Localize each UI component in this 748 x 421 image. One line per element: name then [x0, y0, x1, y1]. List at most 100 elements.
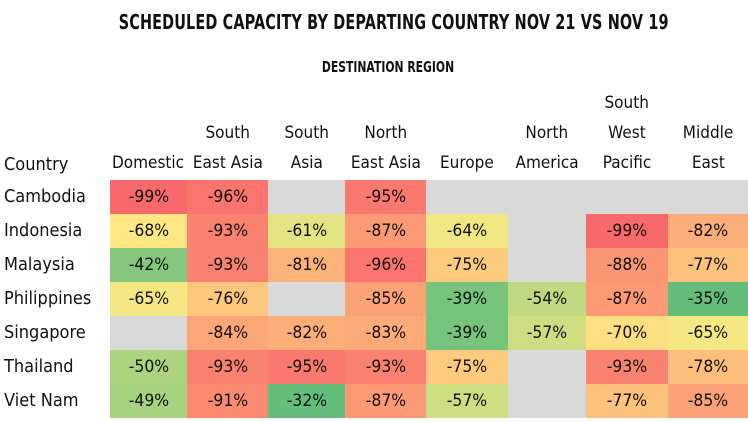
cell-value-label: -76%: [207, 289, 248, 309]
row-label: Thailand: [4, 356, 74, 377]
heatmap-cell: [508, 180, 586, 214]
cell-value-label: -49%: [128, 391, 169, 411]
cell-value-label: -87%: [606, 289, 648, 309]
heatmap-cell: -49%: [110, 384, 187, 418]
heatmap-cell: -57%: [426, 384, 508, 418]
heatmap-cell: -87%: [586, 282, 668, 316]
heatmap-cell: -70%: [586, 316, 668, 350]
cell-value-label: -42%: [128, 255, 169, 275]
heatmap-cell: -83%: [345, 316, 426, 350]
cell-value-label: -65%: [687, 323, 729, 343]
heatmap-cell: [426, 180, 508, 214]
row-label: Indonesia: [4, 220, 83, 241]
heatmap-cell: [110, 316, 187, 350]
cell-value-label: -87%: [365, 221, 406, 241]
heatmap-cell: -93%: [187, 214, 268, 248]
row-label: Viet Nam: [4, 390, 79, 411]
column-header-line: West: [608, 123, 646, 143]
cell-value-label: -82%: [286, 323, 327, 343]
heatmap-cell: [508, 214, 586, 248]
heatmap-cell: -35%: [668, 282, 748, 316]
cell-value-label: -75%: [446, 255, 488, 275]
heatmap-cell: -75%: [426, 248, 508, 282]
row-label: Philippines: [4, 288, 92, 309]
heatmap-cell: -42%: [110, 248, 187, 282]
chart-title: SCHEDULED CAPACITY BY DEPARTING COUNTRY …: [118, 10, 669, 34]
row-label: Cambodia: [4, 186, 86, 207]
cell-value-label: -78%: [687, 357, 729, 377]
heatmap-cell: -88%: [586, 248, 668, 282]
column-header-line: East Asia: [350, 153, 421, 173]
heatmap-cell: -32%: [268, 384, 345, 418]
heatmap-cell: -54%: [508, 282, 586, 316]
heatmap-cell: -78%: [668, 350, 748, 384]
heatmap-cell: -93%: [187, 248, 268, 282]
heatmap-cell: -93%: [187, 350, 268, 384]
row-label: Singapore: [4, 322, 86, 343]
cell-value-label: -93%: [207, 255, 248, 275]
cell-value-label: -84%: [207, 323, 248, 343]
column-header-line: America: [515, 153, 579, 173]
cell-value-label: -96%: [207, 187, 248, 207]
cell-value-label: -35%: [687, 289, 729, 309]
cell-value-label: -93%: [606, 357, 648, 377]
column-header-line: Middle: [682, 123, 734, 143]
column-header-line: Europe: [440, 153, 494, 173]
column-header: Domestic: [110, 88, 187, 180]
cell-value-label: -64%: [446, 221, 488, 241]
heatmap-cell: [268, 282, 345, 316]
heatmap-cell: [268, 180, 345, 214]
cell-value-label: -83%: [365, 323, 406, 343]
heatmap-cell: -39%: [426, 282, 508, 316]
column-header: South West Pacific: [586, 88, 668, 180]
heatmap-cell: -99%: [110, 180, 187, 214]
column-header-line: Pacific: [602, 153, 652, 173]
cell-value-label: -39%: [446, 289, 488, 309]
column-header-line: East Asia: [192, 153, 263, 173]
chart-subtitle: DESTINATION REGION: [321, 58, 455, 76]
cell-value-label: -93%: [207, 357, 248, 377]
column-header-line: South: [284, 123, 329, 143]
heatmap-cell: -85%: [345, 282, 426, 316]
cell-value-label: -32%: [286, 391, 327, 411]
column-header: South Asia: [268, 88, 345, 180]
cell-value-label: -70%: [606, 323, 648, 343]
heatmap-cell: -50%: [110, 350, 187, 384]
heatmap-cell: -82%: [668, 214, 748, 248]
heatmap-cell: -75%: [426, 350, 508, 384]
heatmap-cell: -65%: [668, 316, 748, 350]
heatmap-cell: [586, 180, 668, 214]
cell-value-label: -54%: [526, 289, 568, 309]
heatmap-cell: -87%: [345, 214, 426, 248]
cell-value-label: -93%: [207, 221, 248, 241]
heatmap-cell: -81%: [268, 248, 345, 282]
heatmap-cell: -87%: [345, 384, 426, 418]
cell-value-label: -57%: [526, 323, 568, 343]
heatmap-cell: -68%: [110, 214, 187, 248]
cell-value-label: -95%: [286, 357, 327, 377]
cell-value-label: -96%: [365, 255, 406, 275]
cell-value-label: -77%: [606, 391, 648, 411]
cell-value-label: -68%: [128, 221, 169, 241]
heatmap-cell: -39%: [426, 316, 508, 350]
heatmap-cell: -61%: [268, 214, 345, 248]
column-header-line: South: [604, 93, 650, 113]
heatmap-cell: -95%: [345, 180, 426, 214]
cell-value-label: -91%: [207, 391, 248, 411]
cell-value-label: -93%: [365, 357, 406, 377]
cell-value-label: -57%: [446, 391, 488, 411]
cell-value-label: -39%: [446, 323, 488, 343]
heatmap-cell: [668, 180, 748, 214]
cell-value-label: -82%: [687, 221, 729, 241]
column-header: South East Asia: [187, 88, 268, 180]
heatmap-cell: [508, 350, 586, 384]
column-header: North East Asia: [345, 88, 426, 180]
heatmap-cell: -82%: [268, 316, 345, 350]
column-header-line: North: [525, 123, 569, 143]
heatmap-cell: -65%: [110, 282, 187, 316]
column-header: North America: [508, 88, 586, 180]
cell-value-label: -99%: [606, 221, 648, 241]
cell-value-label: -85%: [365, 289, 406, 309]
heatmap-cell: -84%: [187, 316, 268, 350]
column-header-line: Asia: [290, 153, 323, 173]
